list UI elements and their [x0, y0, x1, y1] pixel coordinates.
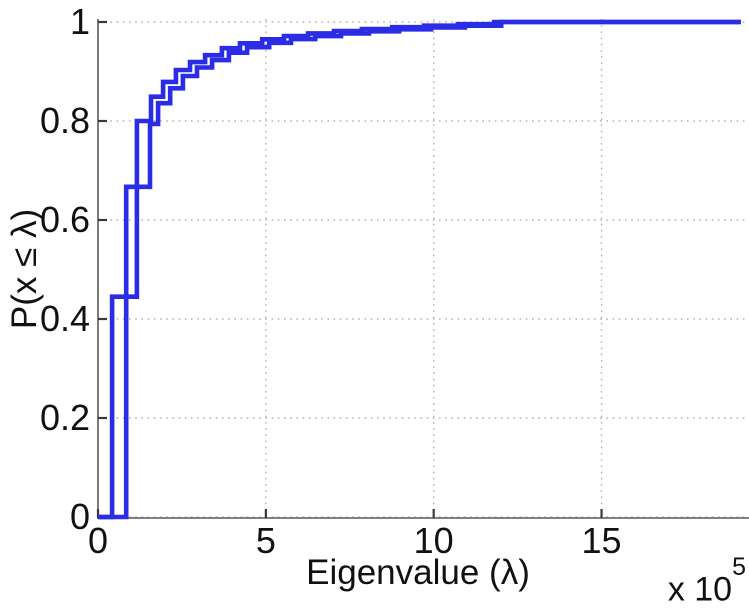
- x-tick-label-15: 15: [581, 520, 622, 561]
- x-tick-label-5: 5: [255, 520, 276, 561]
- x-axis-exponent-power: 5: [732, 553, 746, 581]
- ecdf-curve-1: [98, 19, 741, 520]
- ecdf-curve-2: [98, 19, 741, 520]
- x-axis-label: Eigenvalue (λ): [306, 553, 530, 592]
- y-tick-label-0: 0: [69, 496, 90, 537]
- y-tick-label-0.6: 0.6: [39, 199, 90, 240]
- y-tick-label-0.2: 0.2: [39, 397, 90, 438]
- x-axis-exponent-base: x 10: [667, 570, 733, 609]
- y-axis-label: P(x ≤ λ): [5, 208, 44, 330]
- y-tick-label-0.8: 0.8: [39, 100, 90, 141]
- y-tick-label-0.4: 0.4: [39, 298, 90, 339]
- x-axis-exponent-label: x 105: [667, 553, 746, 609]
- y-tick-label-1: 1: [69, 1, 90, 42]
- x-tick-label-10: 10: [413, 520, 454, 561]
- x-tick-label-0: 0: [87, 520, 109, 561]
